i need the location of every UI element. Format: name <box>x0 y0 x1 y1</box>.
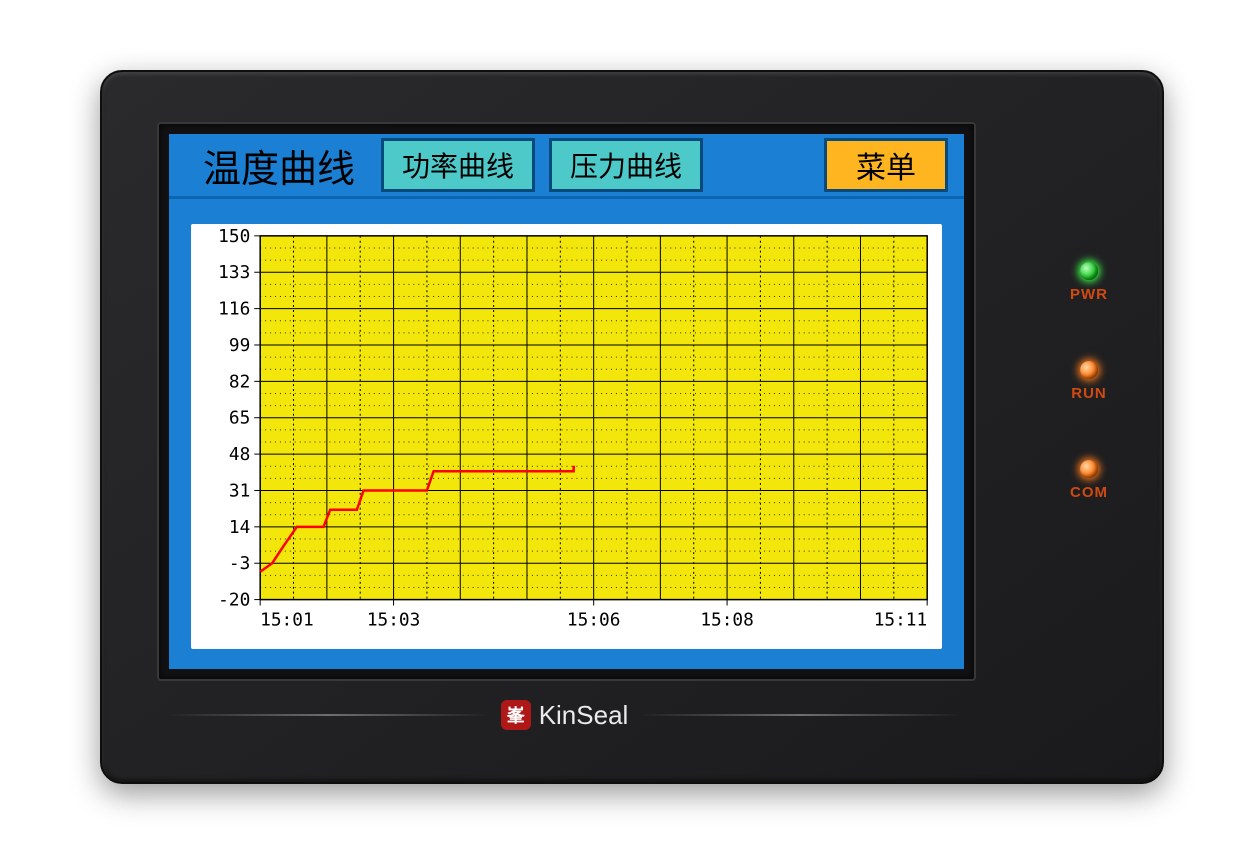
temperature-chart[interactable]: -20 -3 14 31 48 65 82 99 116 133 150 15:01 15:03 15:0… <box>191 224 942 649</box>
com-led-group: COM <box>1070 460 1108 501</box>
brand-icon: 峯 <box>501 700 531 730</box>
svg-text:133: 133 <box>218 262 250 283</box>
menu-button[interactable]: 菜单 <box>824 138 948 192</box>
svg-text:15:11: 15:11 <box>874 609 927 630</box>
svg-text:15:08: 15:08 <box>700 609 753 630</box>
decorative-line-right <box>638 714 962 716</box>
svg-text:-20: -20 <box>218 590 250 611</box>
touchscreen[interactable]: 温度曲线 功率曲线 压力曲线 菜单 -20 -3 14 31 48 65 82 99 116 13… <box>169 134 964 669</box>
run-led-label: RUN <box>1071 385 1107 402</box>
tab-power[interactable]: 功率曲线 <box>381 138 535 192</box>
decorative-line-left <box>167 714 491 716</box>
brand: 峯 KinSeal <box>501 700 629 731</box>
com-led-label: COM <box>1070 484 1108 501</box>
pwr-led-group: PWR <box>1070 262 1108 303</box>
svg-text:48: 48 <box>229 444 250 465</box>
svg-text:15:06: 15:06 <box>567 609 620 630</box>
svg-text:15:01: 15:01 <box>260 609 313 630</box>
svg-text:-3: -3 <box>229 553 250 574</box>
svg-text:82: 82 <box>229 371 250 392</box>
svg-text:14: 14 <box>229 517 250 538</box>
svg-text:15:03: 15:03 <box>367 609 420 630</box>
brand-name: KinSeal <box>539 700 629 731</box>
brand-bar: 峯 KinSeal <box>157 690 972 740</box>
run-led-group: RUN <box>1071 361 1107 402</box>
screen-bezel: 温度曲线 功率曲线 压力曲线 菜单 -20 -3 14 31 48 65 82 99 116 13… <box>157 122 976 681</box>
chart-panel: -20 -3 14 31 48 65 82 99 116 133 150 15:01 15:03 15:0… <box>191 224 942 649</box>
svg-text:116: 116 <box>218 299 250 320</box>
pwr-led-label: PWR <box>1070 286 1108 303</box>
svg-text:99: 99 <box>229 335 250 356</box>
top-bar: 温度曲线 功率曲线 压力曲线 菜单 <box>169 134 964 199</box>
page-title: 温度曲线 <box>203 138 355 193</box>
status-led-column: PWR RUN COM <box>1054 262 1124 501</box>
svg-text:150: 150 <box>218 226 250 247</box>
tab-pressure[interactable]: 压力曲线 <box>549 138 703 192</box>
svg-text:31: 31 <box>229 480 250 501</box>
hmi-device-frame: 温度曲线 功率曲线 压力曲线 菜单 -20 -3 14 31 48 65 82 99 116 13… <box>100 70 1164 784</box>
run-led <box>1080 361 1098 379</box>
com-led <box>1080 460 1098 478</box>
svg-text:65: 65 <box>229 408 250 429</box>
pwr-led <box>1080 262 1098 280</box>
